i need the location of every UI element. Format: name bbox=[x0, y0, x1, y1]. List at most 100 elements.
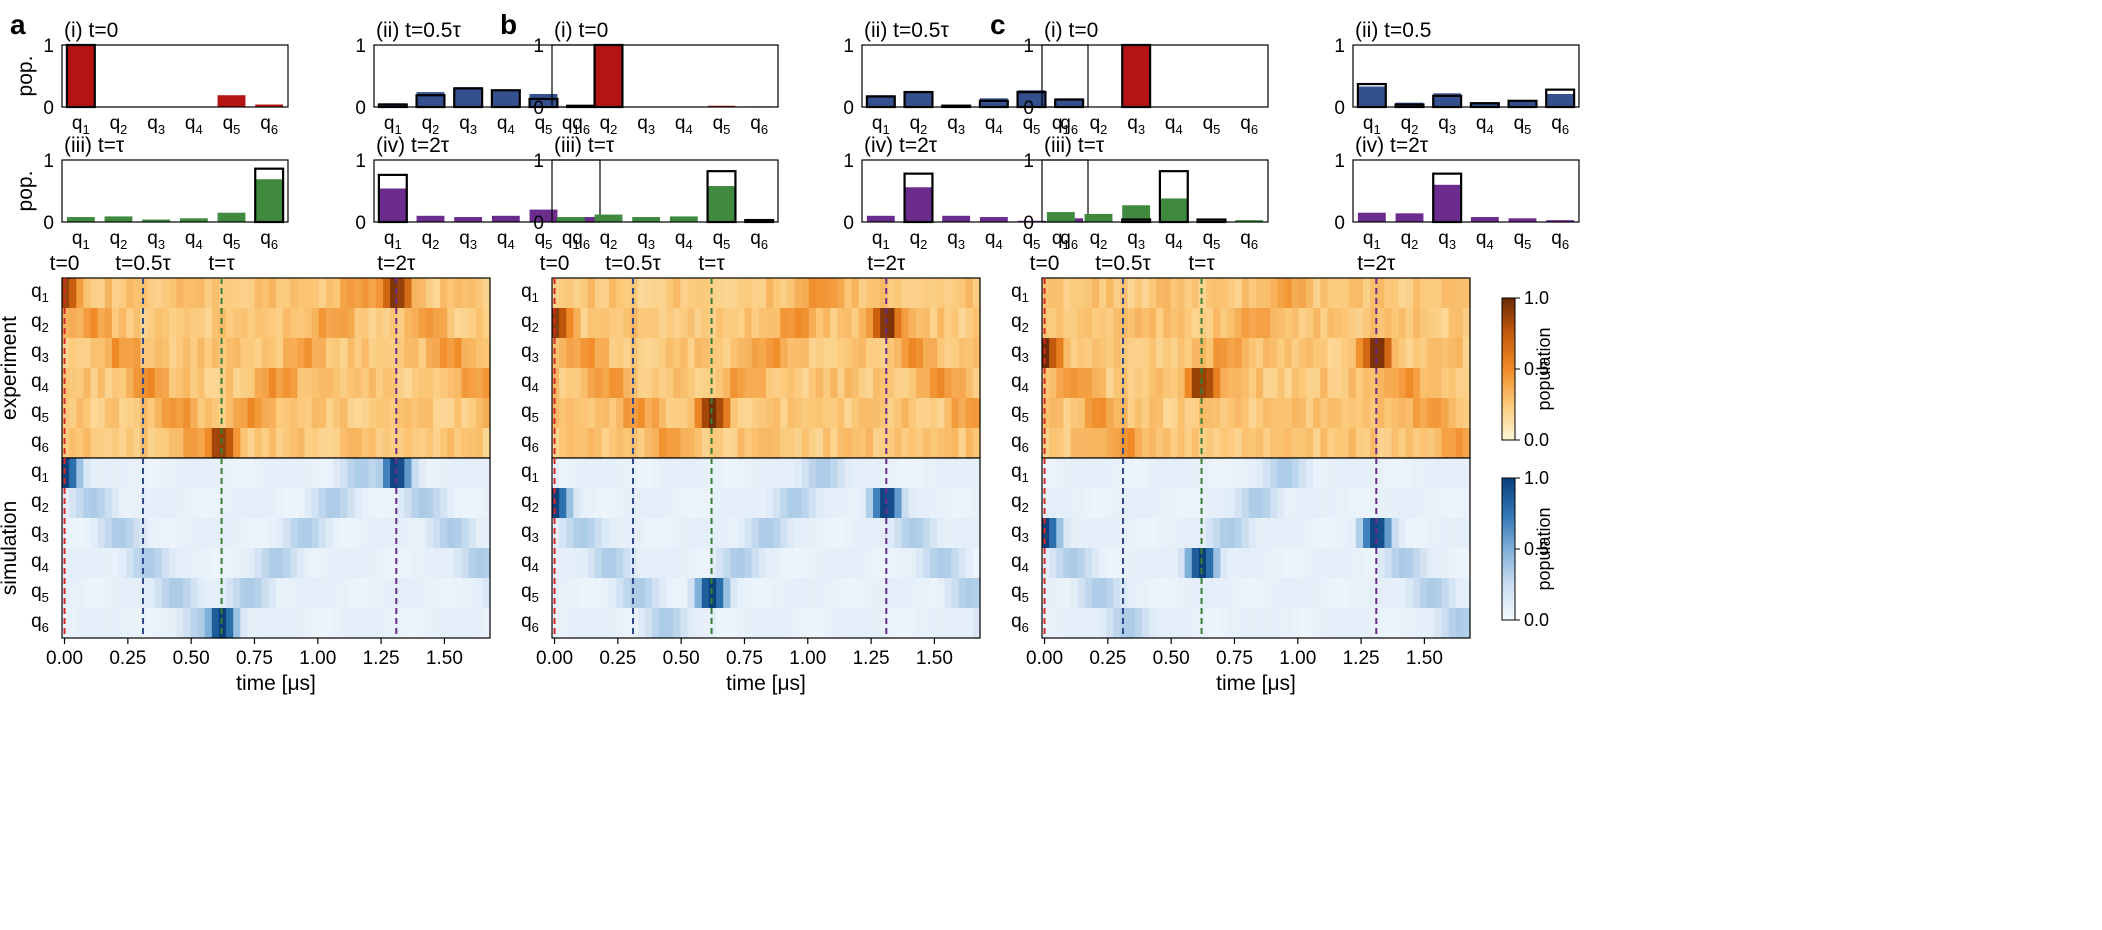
heatmap-cell bbox=[340, 398, 348, 429]
heatmap-cell bbox=[751, 578, 760, 609]
heatmap-cell bbox=[475, 428, 484, 459]
heatmap-cell bbox=[1227, 518, 1236, 549]
heatmap-cell bbox=[666, 608, 674, 639]
colorbar-tick-label: 0.5 bbox=[1524, 539, 1549, 559]
heatmap-cell bbox=[254, 548, 263, 579]
heatmap-cell bbox=[1434, 428, 1443, 459]
heatmap-cell bbox=[368, 428, 377, 459]
heatmap-cell bbox=[1341, 488, 1350, 519]
heatmap-cell bbox=[375, 608, 384, 639]
bar-experiment bbox=[1546, 93, 1575, 107]
heatmap-cell bbox=[347, 608, 356, 639]
heatmap-cell bbox=[858, 488, 867, 519]
heatmap-cell bbox=[440, 518, 448, 549]
heatmap-cell bbox=[411, 428, 420, 459]
heatmap-cell bbox=[1377, 428, 1385, 459]
heatmap-cell bbox=[475, 578, 484, 609]
qubit-tick-label: q2 bbox=[1090, 228, 1108, 252]
heatmap-cell bbox=[680, 548, 689, 579]
heatmap-cell bbox=[908, 458, 917, 489]
colorbar-tick-label: 0.0 bbox=[1524, 610, 1549, 630]
heatmap-cell bbox=[701, 578, 710, 609]
heatmap-cell bbox=[447, 278, 455, 309]
heatmap-cell bbox=[1070, 398, 1079, 429]
heatmap-cell bbox=[1441, 608, 1450, 639]
heatmap-cell bbox=[858, 278, 867, 309]
heatmap-cell bbox=[190, 428, 199, 459]
heatmap-cell bbox=[830, 518, 838, 549]
heatmap-cell bbox=[1320, 278, 1328, 309]
x-tick-label: 0.25 bbox=[599, 648, 636, 669]
heatmap-cell bbox=[965, 458, 974, 489]
heatmap-cell bbox=[594, 518, 603, 549]
heatmap-cell bbox=[801, 458, 810, 489]
heatmap-cell bbox=[1320, 428, 1328, 459]
heatmap-cell bbox=[1284, 458, 1293, 489]
heatmap-cell bbox=[169, 338, 177, 369]
heatmap-cell bbox=[283, 278, 291, 309]
qubit-tick-label: q6 bbox=[1551, 228, 1569, 252]
heatmap-cell bbox=[552, 548, 560, 579]
heatmap-cell bbox=[1398, 308, 1407, 339]
heatmap-cell bbox=[368, 488, 377, 519]
heatmap-cell bbox=[794, 458, 803, 489]
heatmap-cell bbox=[766, 578, 774, 609]
heatmap-cell bbox=[290, 578, 298, 609]
heatmap-cell bbox=[268, 578, 277, 609]
heatmap-cell bbox=[937, 308, 945, 339]
heatmap-cell bbox=[559, 338, 567, 369]
heatmap-cell bbox=[1320, 398, 1328, 429]
heatmap-cell bbox=[1213, 398, 1221, 429]
heatmap-cell bbox=[794, 278, 803, 309]
heatmap-cell bbox=[1084, 548, 1093, 579]
heatmap-cell bbox=[1206, 548, 1214, 579]
heatmap-cell bbox=[1049, 578, 1057, 609]
heatmap-cell bbox=[787, 518, 796, 549]
heatmap-cell bbox=[1248, 308, 1257, 339]
heatmap-cell bbox=[111, 458, 120, 489]
heatmap-cell bbox=[1298, 278, 1307, 309]
heatmap-cell bbox=[161, 308, 170, 339]
x-tick-label: 0.00 bbox=[536, 648, 573, 669]
heatmap-cell bbox=[630, 308, 639, 339]
heatmap-cell bbox=[432, 428, 441, 459]
heatmap-cell bbox=[673, 488, 681, 519]
heatmap-cell bbox=[1291, 428, 1300, 459]
heatmap-cell bbox=[447, 398, 455, 429]
heatmap-cell bbox=[254, 398, 263, 429]
heatmap-cell bbox=[297, 398, 306, 429]
heatmap-cell bbox=[1191, 308, 1200, 339]
heatmap-cell bbox=[1077, 488, 1086, 519]
heatmap-cell bbox=[1141, 578, 1150, 609]
heatmap-cell bbox=[1391, 488, 1400, 519]
heatmap-cell bbox=[447, 518, 455, 549]
heatmap-cell bbox=[1149, 548, 1157, 579]
heatmap-cell bbox=[404, 398, 413, 429]
heatmap-cell bbox=[1462, 578, 1471, 609]
heatmap-cell bbox=[1384, 338, 1393, 369]
heatmap-cell bbox=[1234, 338, 1243, 369]
heatmap-cell bbox=[240, 548, 249, 579]
qubit-row-label: q1 bbox=[31, 461, 49, 485]
heatmap-cell bbox=[1412, 458, 1421, 489]
heatmap-cell bbox=[844, 608, 853, 639]
heatmap-cell bbox=[1127, 458, 1136, 489]
heatmap-cell bbox=[1291, 338, 1300, 369]
heatmap-cell bbox=[126, 578, 134, 609]
heatmap-cell bbox=[90, 368, 99, 399]
heatmap-cell bbox=[204, 308, 213, 339]
heatmap-cell bbox=[1113, 458, 1122, 489]
heatmap-cell bbox=[623, 518, 632, 549]
heatmap-cell bbox=[623, 578, 632, 609]
heatmap-cell bbox=[1220, 578, 1229, 609]
heatmap-cell bbox=[1448, 548, 1457, 579]
y-tick-label: 1 bbox=[355, 36, 366, 57]
heatmap-cell bbox=[609, 518, 617, 549]
heatmap-cell bbox=[190, 338, 199, 369]
heatmap-cell bbox=[1070, 578, 1079, 609]
heatmap-cell bbox=[190, 278, 199, 309]
heatmap-cell bbox=[1241, 398, 1250, 429]
heatmap-cell bbox=[383, 488, 391, 519]
heatmap-cell bbox=[440, 278, 448, 309]
heatmap-cell bbox=[851, 428, 860, 459]
